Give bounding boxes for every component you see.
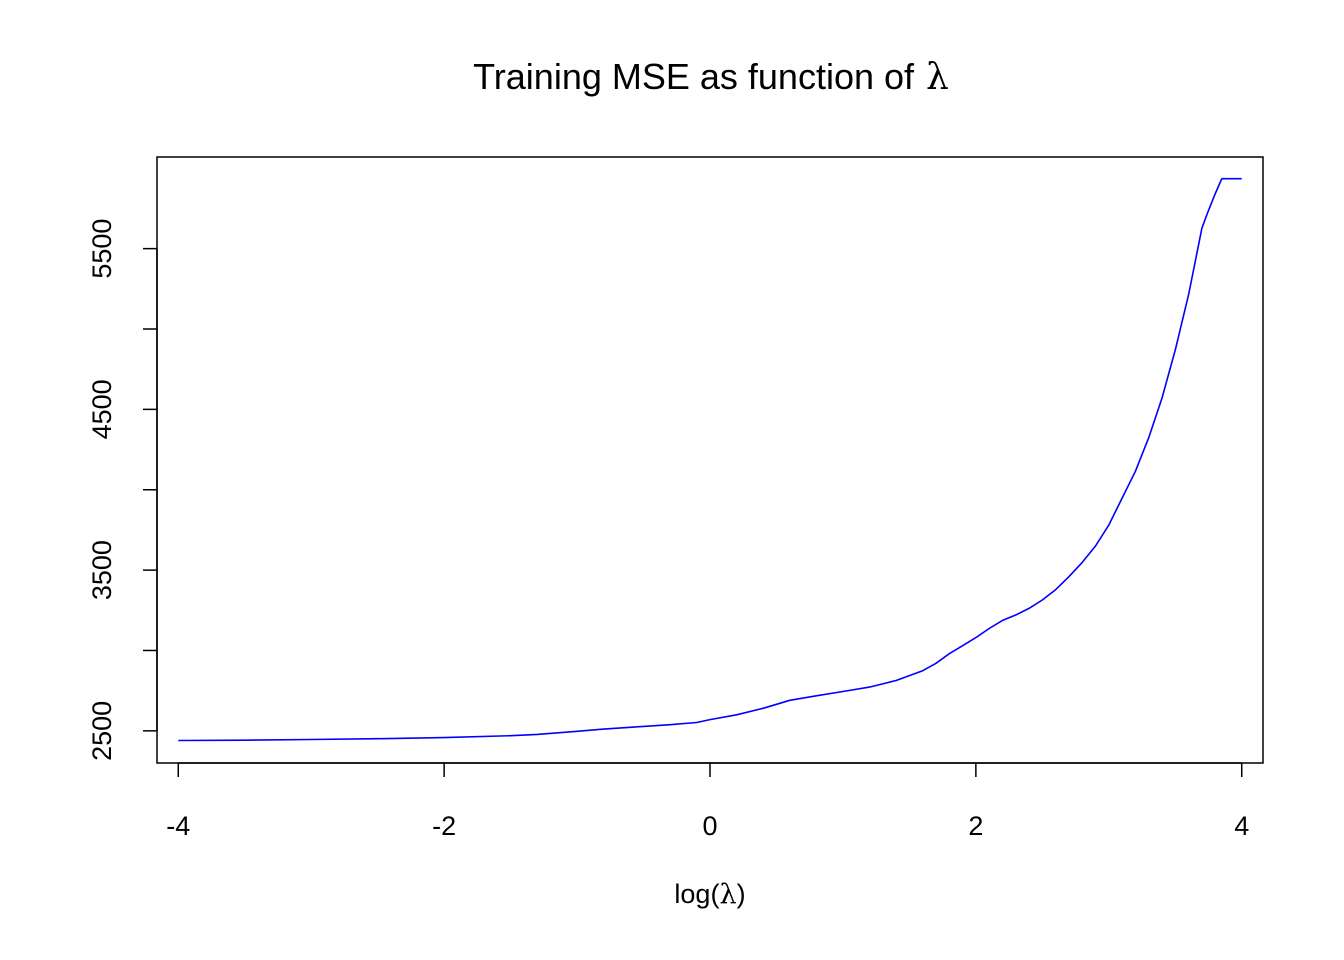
chart-title-text: Training MSE as function of: [473, 56, 915, 97]
x-tick-label: -2: [432, 811, 456, 841]
y-tick-label: 4500: [87, 379, 117, 439]
x-axis-label: log(λ): [674, 879, 745, 910]
x-axis: -4 -2 0 2 4: [166, 762, 1249, 841]
plot-frame: [156, 156, 1264, 764]
chart-title-symbol: λ: [926, 57, 949, 98]
y-axis: 2500 3500 4500 5500: [87, 219, 158, 761]
x-axis-label-symbol: λ: [719, 879, 736, 910]
x-tick-label: 4: [1234, 811, 1249, 841]
chart-title: Training MSE as function of λ: [473, 56, 949, 98]
y-tick-label: 3500: [87, 540, 117, 600]
y-tick-label: 5500: [87, 219, 117, 279]
x-tick-label: 0: [702, 811, 717, 841]
series-layer: [178, 177, 1242, 742]
x-tick-label: 2: [968, 811, 983, 841]
x-tick-label: -4: [166, 811, 190, 841]
y-tick-label: 2500: [87, 701, 117, 761]
x-axis-label-suffix: ): [737, 879, 746, 909]
x-axis-label-prefix: log(: [674, 879, 719, 909]
series-line-0: [178, 177, 1242, 742]
